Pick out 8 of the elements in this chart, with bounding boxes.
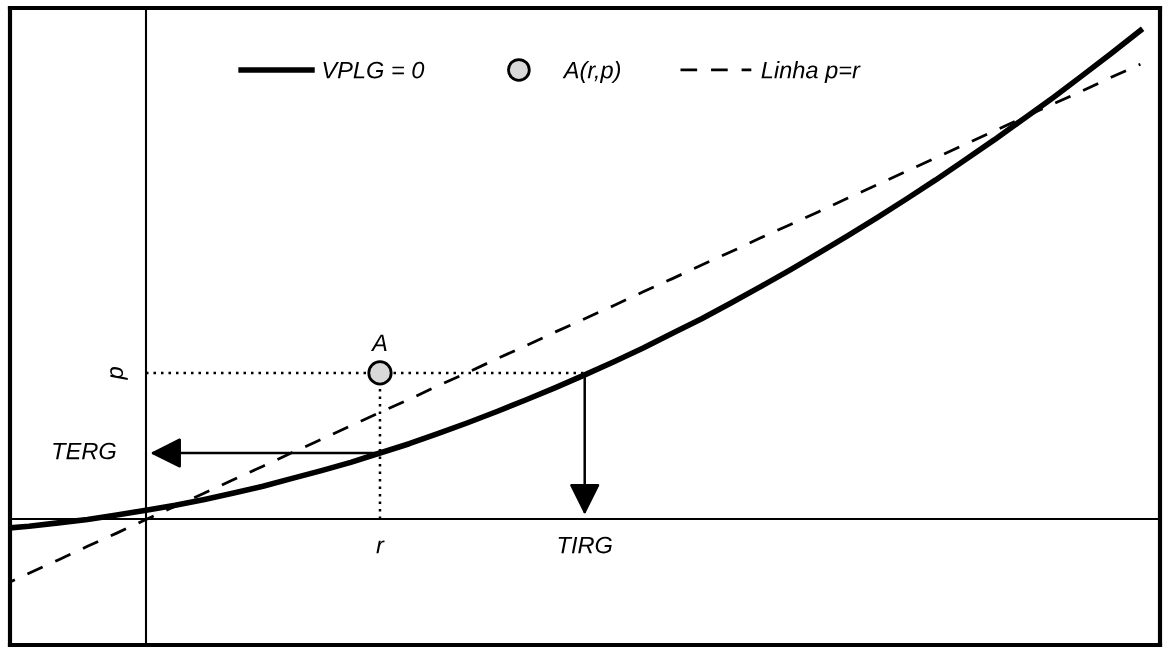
legend-label: VPLG = 0 bbox=[323, 61, 425, 79]
annotation: TERG bbox=[53, 442, 116, 460]
x-tick-label: TIRG bbox=[558, 536, 612, 554]
annotation: p bbox=[110, 367, 128, 381]
x-tick-label: r bbox=[376, 540, 385, 554]
legend-label: A(r,p) bbox=[562, 61, 621, 84]
legend-label: Linha p=r bbox=[761, 61, 861, 84]
annotation: A bbox=[370, 334, 387, 351]
